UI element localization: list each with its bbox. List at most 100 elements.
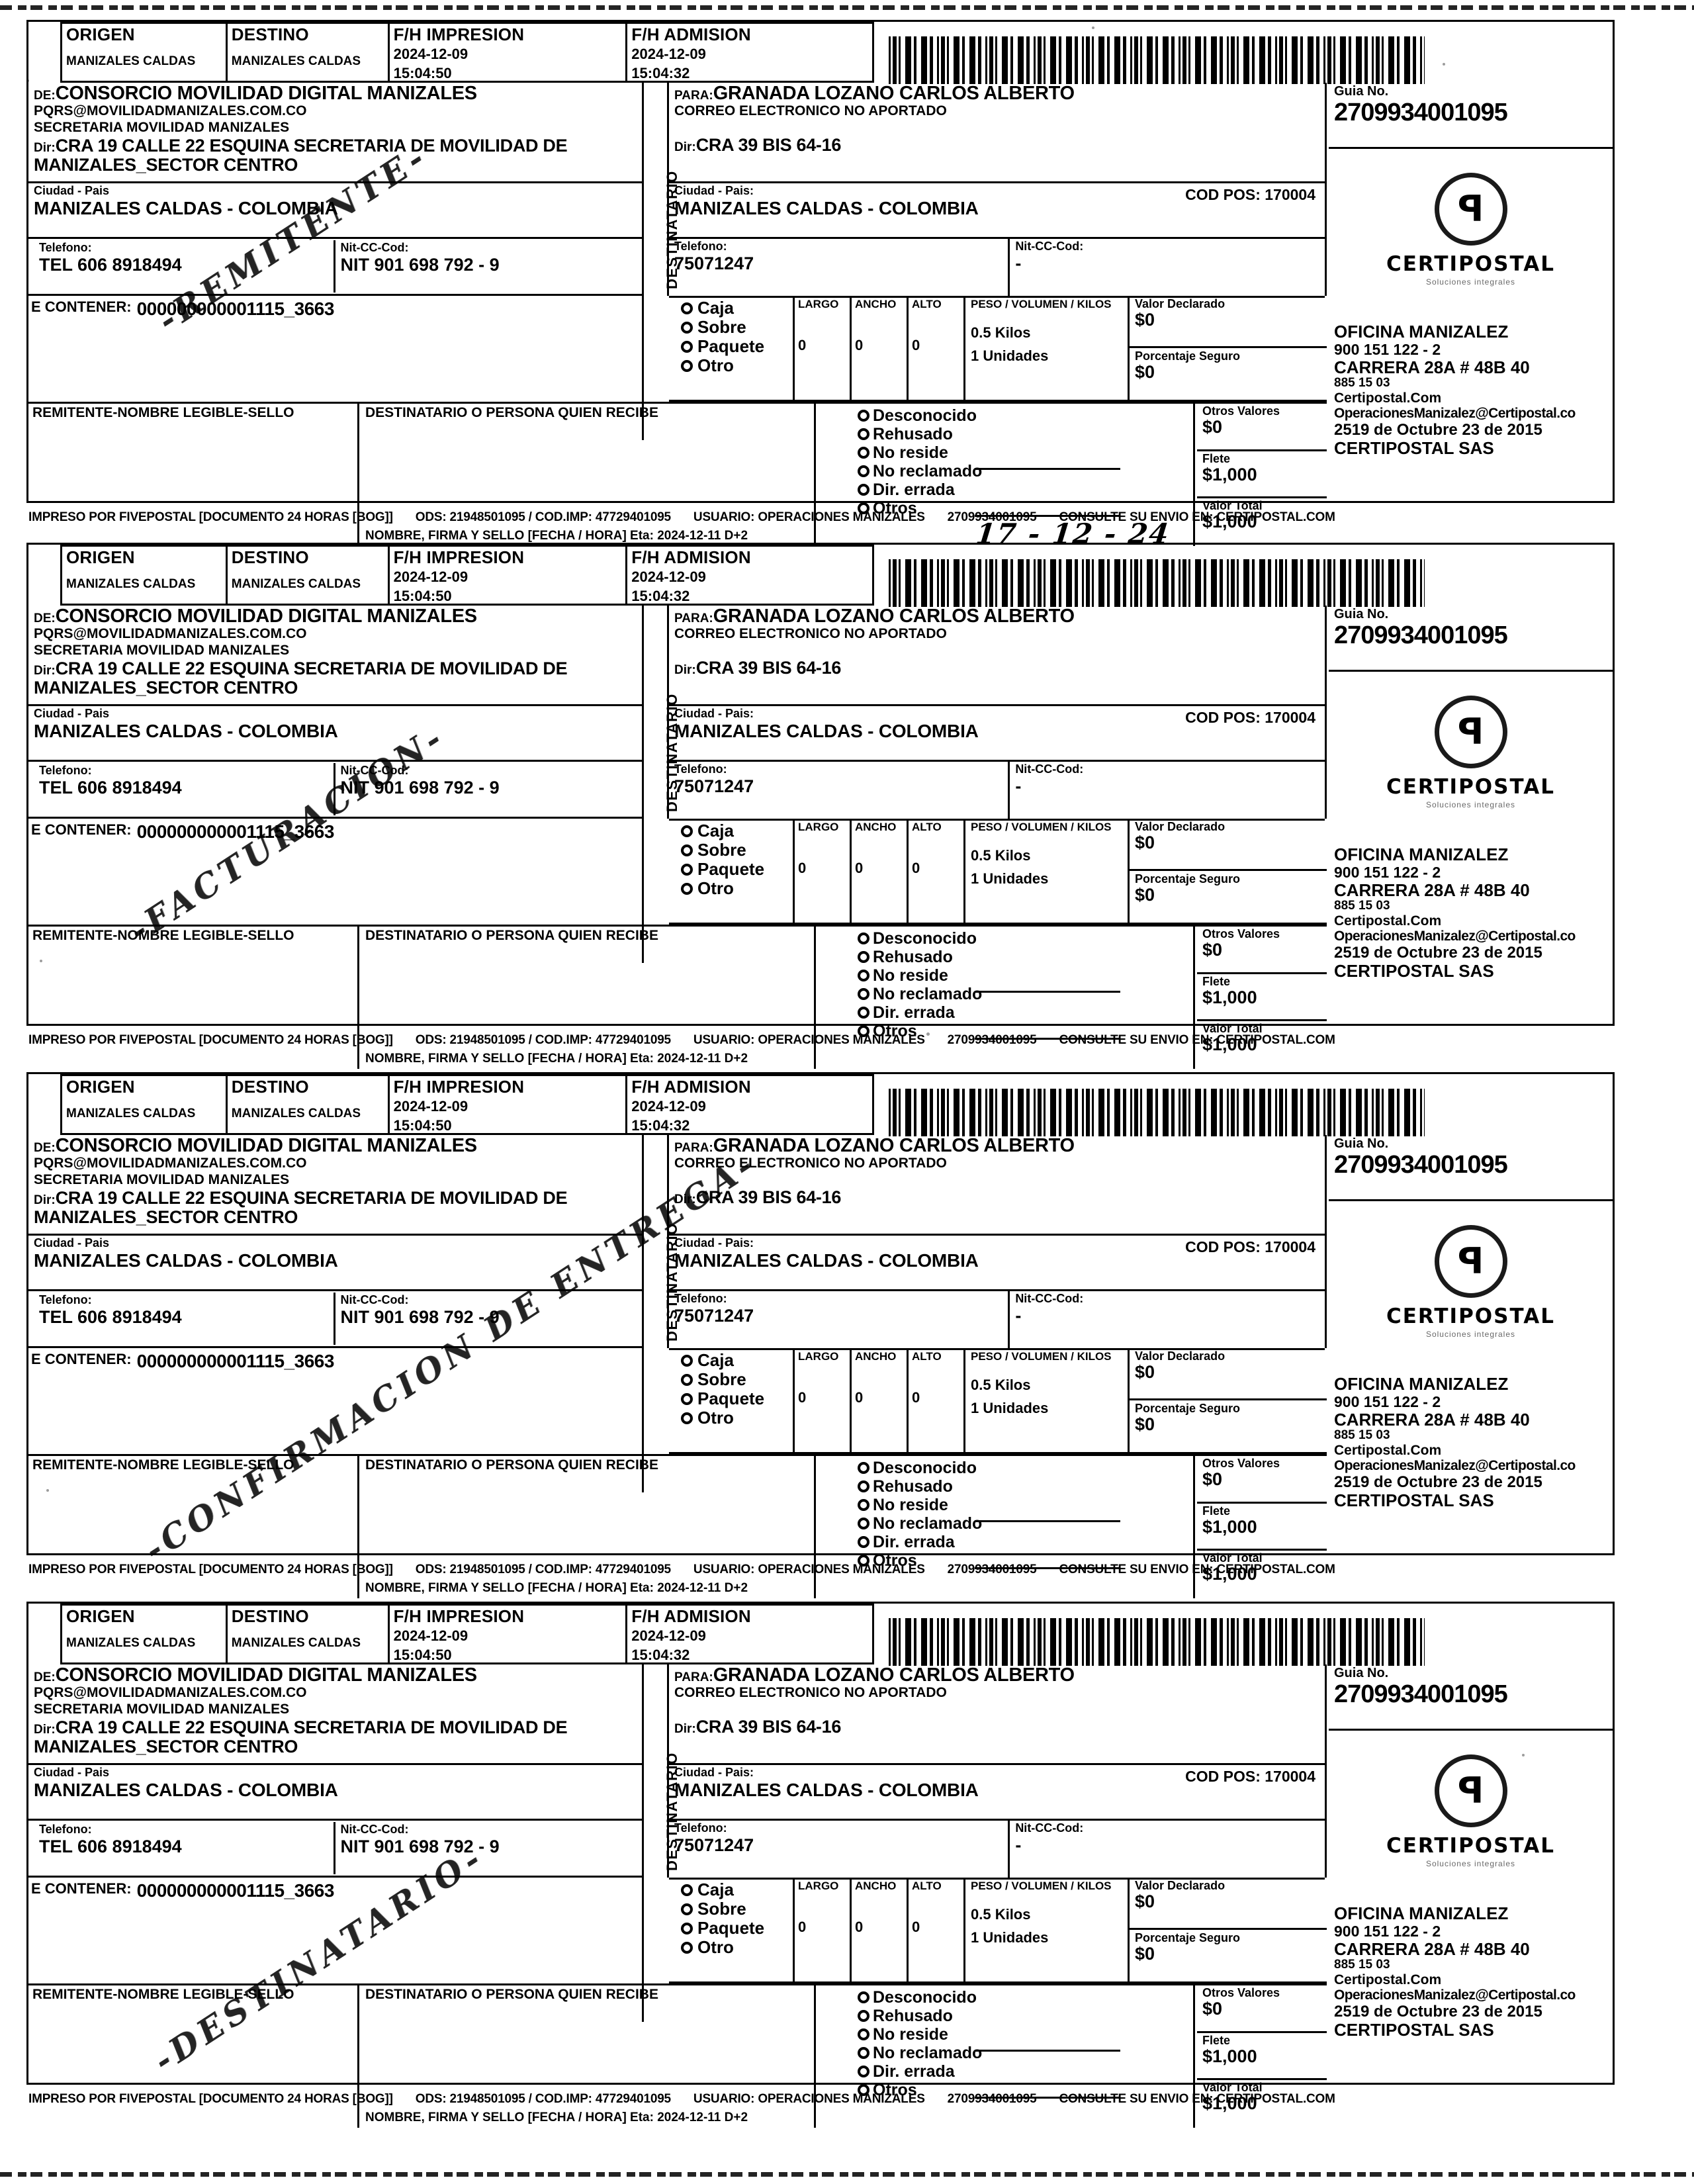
radio-icon[interactable] bbox=[858, 502, 869, 514]
remitente-signature-box[interactable]: REMITENTE-NOMBRE LEGIBLE-SELLO bbox=[28, 927, 359, 1069]
radio-icon[interactable] bbox=[681, 1922, 693, 1934]
contener-row: E CONTENER: 000000000001115_3663 bbox=[28, 819, 642, 861]
radio-icon[interactable] bbox=[858, 2066, 869, 2077]
package-type-paquete[interactable]: Paquete bbox=[681, 337, 793, 356]
remitente-city-value: MANIZALES CALDAS - COLOMBIA bbox=[34, 197, 338, 218]
radio-icon[interactable] bbox=[858, 2047, 869, 2059]
remitente-signature-box[interactable]: REMITENTE-NOMBRE LEGIBLE-SELLO bbox=[28, 1985, 359, 2128]
destinatario-signature-box[interactable]: DESTINATARIO O PERSONA QUIEN RECIBE NOMB… bbox=[361, 404, 816, 546]
alto-label: ALTO bbox=[912, 298, 942, 310]
radio-icon[interactable] bbox=[681, 1941, 693, 1954]
radio-icon[interactable] bbox=[681, 1412, 693, 1424]
remitente-name-line: DE:CONSORCIO MOVILIDAD DIGITAL MANIZALES bbox=[34, 1666, 637, 1685]
radio-icon[interactable] bbox=[858, 1007, 869, 1019]
status-no-reside[interactable]: No reside bbox=[858, 1496, 1193, 1514]
package-type-sobre[interactable]: Sobre bbox=[681, 840, 793, 860]
radio-icon[interactable] bbox=[858, 447, 869, 459]
radio-icon[interactable] bbox=[858, 933, 869, 944]
radio-icon[interactable] bbox=[858, 970, 869, 981]
package-type-caja[interactable]: Caja bbox=[681, 298, 793, 318]
radio-icon[interactable] bbox=[681, 1354, 693, 1367]
status-desconocido[interactable]: Desconocido bbox=[858, 929, 1193, 948]
cod-pos: COD POS: 170004 bbox=[1185, 186, 1315, 203]
radio-icon[interactable] bbox=[858, 410, 869, 422]
package-type-caja[interactable]: Caja bbox=[681, 1350, 793, 1370]
package-type-otro[interactable]: Otro bbox=[681, 1938, 793, 1957]
radio-icon[interactable] bbox=[858, 1555, 869, 1567]
radio-icon[interactable] bbox=[681, 1884, 693, 1896]
radio-icon[interactable] bbox=[858, 428, 869, 440]
status-desconocido[interactable]: Desconocido bbox=[858, 1988, 1193, 2007]
radio-icon[interactable] bbox=[858, 484, 869, 496]
status-rehusado[interactable]: Rehusado bbox=[858, 2007, 1193, 2025]
remitente-tel-label: Telefono: bbox=[39, 1823, 92, 1836]
status-dir-errada[interactable]: Dir. errada bbox=[858, 1533, 1193, 1551]
status-no-reside[interactable]: No reside bbox=[858, 443, 1193, 462]
remitente-address-line1: CRA 19 CALLE 22 ESQUINA SECRETARIA DE MO… bbox=[55, 1187, 568, 1208]
status-dir-errada[interactable]: Dir. errada bbox=[858, 2062, 1193, 2081]
package-type-otro[interactable]: Otro bbox=[681, 356, 793, 375]
destinatario-signature-box[interactable]: DESTINATARIO O PERSONA QUIEN RECIBE NOMB… bbox=[361, 1985, 816, 2128]
package-type-caja[interactable]: Caja bbox=[681, 821, 793, 841]
package-type-paquete[interactable]: Paquete bbox=[681, 1389, 793, 1408]
radio-icon[interactable] bbox=[858, 2010, 869, 2022]
status-rehusado[interactable]: Rehusado bbox=[858, 425, 1193, 443]
status-rehusado[interactable]: Rehusado bbox=[858, 948, 1193, 966]
barcode-bars bbox=[889, 559, 1425, 607]
radio-icon[interactable] bbox=[858, 951, 869, 963]
radio-icon[interactable] bbox=[858, 2084, 869, 2096]
radio-icon[interactable] bbox=[858, 1991, 869, 2003]
remitente-signature-box[interactable]: REMITENTE-NOMBRE LEGIBLE-SELLO bbox=[28, 1456, 359, 1598]
radio-icon[interactable] bbox=[681, 863, 693, 876]
radio-icon[interactable] bbox=[681, 825, 693, 837]
radio-icon[interactable] bbox=[858, 1025, 869, 1037]
radio-icon[interactable] bbox=[681, 1373, 693, 1386]
package-type-otro[interactable]: Otro bbox=[681, 879, 793, 898]
radio-icon[interactable] bbox=[681, 1903, 693, 1915]
status-no-reside[interactable]: No reside bbox=[858, 966, 1193, 985]
brand-office-box: ꟼ CERTIPOSTAL Soluciones integrales OFIC… bbox=[1329, 1731, 1613, 2128]
radio-icon[interactable] bbox=[858, 1480, 869, 1492]
package-type-caja[interactable]: Caja bbox=[681, 1880, 793, 1899]
destinatario-nit-label: Nit-CC-Cod: bbox=[1015, 1292, 1084, 1305]
status-no-reclamado[interactable]: No reclamado bbox=[858, 1514, 1193, 1533]
package-type-otro[interactable]: Otro bbox=[681, 1408, 793, 1428]
status-dir-errada[interactable]: Dir. errada bbox=[858, 1003, 1193, 1022]
radio-icon[interactable] bbox=[681, 1392, 693, 1405]
status-desconocido[interactable]: Desconocido bbox=[858, 1459, 1193, 1477]
status-otros[interactable]: Otros bbox=[858, 499, 1193, 518]
status-dir-errada[interactable]: Dir. errada bbox=[858, 480, 1193, 499]
radio-icon[interactable] bbox=[858, 1462, 869, 1474]
radio-icon[interactable] bbox=[858, 1499, 869, 1511]
status-no-reside[interactable]: No reside bbox=[858, 2025, 1193, 2044]
radio-icon[interactable] bbox=[681, 359, 693, 372]
destinatario-signature-box[interactable]: DESTINATARIO O PERSONA QUIEN RECIBE NOMB… bbox=[361, 1456, 816, 1598]
remitente-signature-box[interactable]: REMITENTE-NOMBRE LEGIBLE-SELLO bbox=[28, 404, 359, 546]
package-declared-values: Valor Declarado $0 Porcentaje Seguro $0 bbox=[1130, 296, 1327, 400]
destinatario-signature-box[interactable]: DESTINATARIO O PERSONA QUIEN RECIBE NOMB… bbox=[361, 927, 816, 1069]
radio-icon[interactable] bbox=[858, 2028, 869, 2040]
status-no-reclamado[interactable]: No reclamado bbox=[858, 985, 1193, 1003]
radio-icon[interactable] bbox=[681, 321, 693, 334]
status-desconocido[interactable]: Desconocido bbox=[858, 406, 1193, 425]
radio-icon[interactable] bbox=[858, 465, 869, 477]
status-otros[interactable]: Otros bbox=[858, 1551, 1193, 1570]
radio-icon[interactable] bbox=[681, 340, 693, 353]
status-otros[interactable]: Otros bbox=[858, 2081, 1193, 2099]
status-no-reclamado[interactable]: No reclamado bbox=[858, 462, 1193, 480]
package-type-sobre[interactable]: Sobre bbox=[681, 1899, 793, 1919]
radio-icon[interactable] bbox=[858, 1518, 869, 1529]
package-type-paquete[interactable]: Paquete bbox=[681, 1919, 793, 1938]
package-type-sobre[interactable]: Sobre bbox=[681, 317, 793, 337]
package-type-paquete[interactable]: Paquete bbox=[681, 860, 793, 879]
status-no-reclamado[interactable]: No reclamado bbox=[858, 2044, 1193, 2062]
destinatario-dir-label: Dir: bbox=[674, 1192, 696, 1206]
status-otros[interactable]: Otros bbox=[858, 1022, 1193, 1040]
radio-icon[interactable] bbox=[681, 882, 693, 895]
radio-icon[interactable] bbox=[681, 844, 693, 856]
radio-icon[interactable] bbox=[858, 1536, 869, 1548]
radio-icon[interactable] bbox=[681, 302, 693, 314]
status-rehusado[interactable]: Rehusado bbox=[858, 1477, 1193, 1496]
package-type-sobre[interactable]: Sobre bbox=[681, 1369, 793, 1389]
radio-icon[interactable] bbox=[858, 988, 869, 1000]
